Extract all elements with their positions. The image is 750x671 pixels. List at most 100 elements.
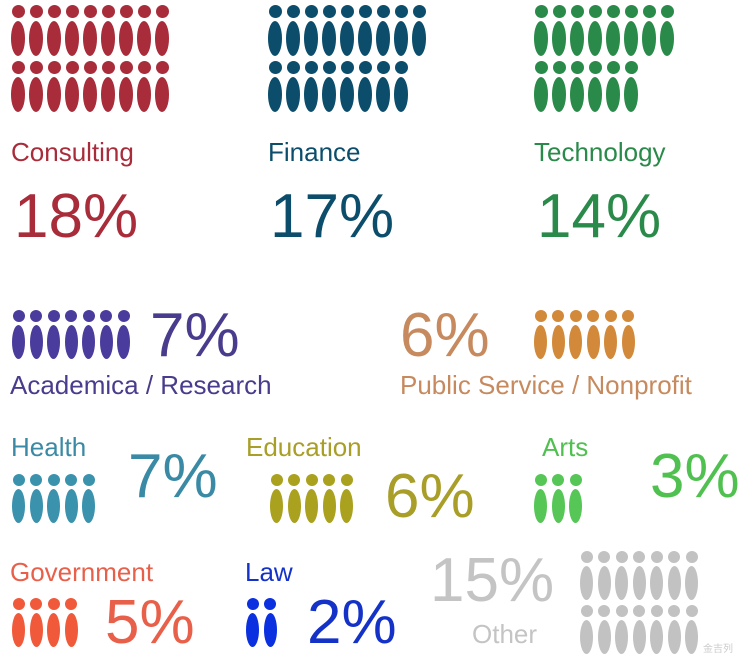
person-icon [622,5,640,56]
person-body [12,613,26,647]
person-body [340,77,354,112]
person-head [685,551,698,563]
person-icon [27,61,45,112]
person-body [570,21,584,56]
person-head [633,551,646,563]
person-head [305,474,318,486]
person-head [47,474,60,486]
person-body [586,325,600,359]
person-icon [115,310,133,359]
person-icon [640,5,658,56]
person-icon [320,61,338,112]
consulting-figures [9,5,171,112]
person-icon [338,474,356,523]
consulting-percent: 18% [14,182,139,251]
person-body [304,21,318,56]
person-head [376,61,390,74]
person-icon [153,61,171,112]
person-icon [28,474,46,523]
academica-figures [10,310,133,359]
person-icon [631,551,649,600]
person-body [268,77,282,112]
person-head [286,61,300,74]
person-icon [666,551,684,600]
person-body [570,77,584,112]
person-icon [596,605,614,654]
person-icon [622,61,640,112]
person-icon [63,598,81,647]
person-icon [63,310,81,359]
arts-figures [532,474,585,523]
person-body [155,77,169,112]
person-icon [532,310,550,359]
person-icon [135,5,153,56]
person-body [12,489,26,523]
person-icon [568,5,586,56]
person-head [155,5,169,18]
public-figures [532,310,637,359]
person-head [569,474,582,486]
person-body [650,620,664,654]
person-icon [532,474,550,523]
person-head [588,5,602,18]
person-icon [266,5,284,56]
person-head [358,61,372,74]
person-head [65,474,78,486]
person-icon [45,474,63,523]
person-body [552,21,566,56]
person-body [685,566,699,600]
person-icon [45,61,63,112]
person-icon [648,551,666,600]
person-body [29,613,43,647]
person-icon [28,310,46,359]
person-icon [321,474,339,523]
person-icon [613,605,631,654]
other-percent: 15% [430,546,555,615]
person-icon [550,474,568,523]
person-body [304,77,318,112]
figure-row [10,598,80,647]
person-icon [153,5,171,56]
academica-percent: 7% [150,301,240,370]
person-head [47,598,60,610]
person-head [304,61,318,74]
person-icon [27,5,45,56]
finance-figures [266,5,428,112]
person-body [270,489,284,523]
person-icon [631,605,649,654]
person-body [101,77,115,112]
person-body [606,21,620,56]
person-head [30,310,43,322]
person-body [534,489,548,523]
person-icon [268,474,286,523]
person-body [47,489,61,523]
person-body [64,613,78,647]
person-body [322,77,336,112]
person-body [660,21,674,56]
person-head [570,61,584,74]
person-icon [568,61,586,112]
person-head [65,5,79,18]
person-icon [302,61,320,112]
person-icon [604,5,622,56]
person-head [288,474,301,486]
person-head [552,5,566,18]
figure-row [9,61,171,112]
person-head [11,61,25,74]
person-icon [266,61,284,112]
person-head [246,598,259,610]
person-head [83,5,97,18]
person-icon [374,5,392,56]
figure-row [532,474,585,523]
person-body [268,21,282,56]
person-head [622,310,635,322]
person-head [642,5,656,18]
person-icon [532,5,550,56]
person-body [29,77,43,112]
person-head [83,61,97,74]
figure-row [532,310,637,359]
person-icon [392,61,410,112]
person-head [119,5,133,18]
person-head [394,61,408,74]
figure-row [244,598,279,647]
